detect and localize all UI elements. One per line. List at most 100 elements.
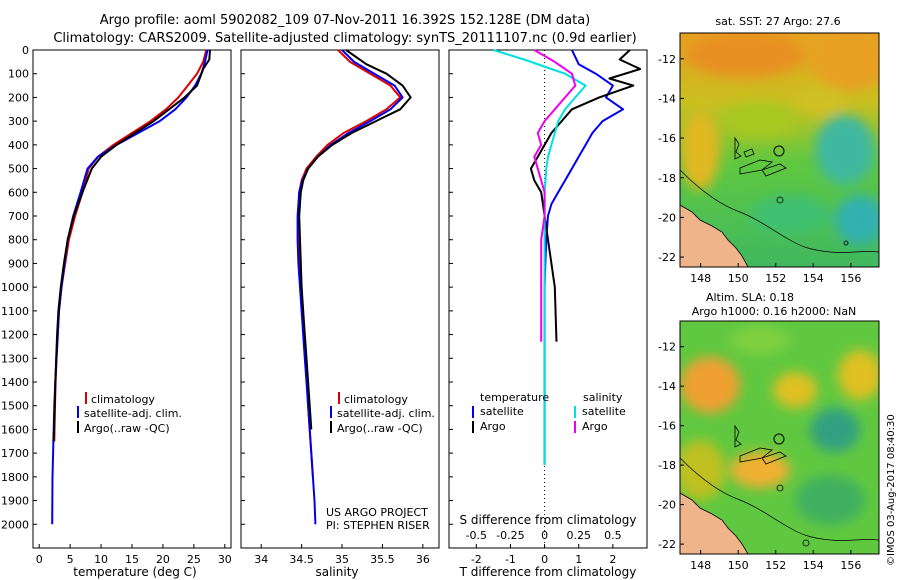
x-tick-label: 15 (125, 553, 139, 566)
map-y-tick-label: -22 (658, 538, 676, 551)
series-argo-raw-qc- (52, 49, 211, 442)
x-tick-label: 34 (254, 553, 268, 566)
legend-header-temperature: temperature (480, 391, 549, 404)
map-x-tick-label: 154 (803, 272, 824, 285)
y-tick-label: 300 (8, 115, 29, 128)
coastline (680, 492, 749, 554)
map-x-tick-label: 150 (728, 272, 749, 285)
legend-sal-argo: Argo (582, 420, 608, 433)
temperature-legend: climatology satellite-adj. clim. Argo(..… (77, 392, 182, 435)
salinity-legend: climatology satellite-adj. clim. Argo(..… (330, 392, 435, 435)
sla-map: Altim. SLA: 0.18 Argo h1000: 0.16 h2000:… (658, 291, 880, 572)
sla-map-title-1: Altim. SLA: 0.18 (706, 291, 794, 304)
map-y-tick-label: -18 (658, 172, 676, 185)
x-tick-label: 34.5 (289, 553, 314, 566)
x-tick-label: 2 (609, 553, 616, 566)
argo-location-marker (773, 145, 785, 157)
x-tick-label: 10 (94, 553, 108, 566)
legend-temp-argo: Argo (480, 420, 506, 433)
header-line-2: Climatology: CARS2009. Satellite-adjuste… (53, 31, 636, 46)
x-tick-label: -1 (505, 553, 516, 566)
y-tick-label: 1300 (1, 352, 29, 365)
map-x-tick-label: 150 (728, 559, 749, 572)
y-tick-label: 1900 (1, 495, 29, 508)
project-annotation: US ARGO PROJECT (326, 506, 428, 519)
y-tick-label: 800 (8, 234, 29, 247)
y-tick-label: 1100 (1, 305, 29, 318)
x2-tick-label: 0.25 (566, 529, 591, 542)
x-tick-label: -2 (471, 553, 482, 566)
y-tick-label: 1600 (1, 423, 29, 436)
legend-sal-satellite: satellite (582, 405, 626, 418)
sst-map: sat. SST: 27 Argo: 27.6 1 (658, 15, 880, 285)
series-satellite-adj-clim- (51, 49, 209, 525)
legend-satellite-adj: satellite-adj. clim. (84, 407, 182, 420)
x-tick-label: 0 (36, 553, 43, 566)
series-argo-raw-qc- (298, 49, 412, 430)
y-tick-label: 1500 (1, 400, 29, 413)
difference-axes (448, 49, 648, 549)
sla-map-title-2: Argo h1000: 0.16 h2000: NaN (692, 305, 857, 318)
temperature-xlabel: temperature (deg C) (73, 565, 196, 579)
x2-tick-label: -0.25 (496, 529, 524, 542)
sst-map-title: sat. SST: 27 Argo: 27.6 (715, 15, 840, 28)
y-tick-label: 1400 (1, 376, 29, 389)
y-tick-label: 0 (22, 44, 29, 57)
y-tick-label: 1700 (1, 447, 29, 460)
salinity-xlabel: salinity (315, 565, 358, 579)
legend-header-salinity: salinity (583, 391, 623, 404)
map-y-tick-label: -14 (658, 92, 676, 105)
coastline (680, 204, 749, 267)
temperature-chart: 0100200300400500600700800900100011001200… (1, 44, 232, 566)
x-tick-label: 36 (416, 553, 430, 566)
timestamp-stamp: ©IMOS 03-Aug-2017 08:40:30 (886, 414, 897, 566)
y-tick-label: 900 (8, 257, 29, 270)
depth-contour (680, 457, 879, 541)
map-y-tick-label: -16 (658, 132, 676, 145)
difference-xlabel-s: S difference from climatology (460, 513, 637, 527)
map-x-tick-label: 148 (690, 559, 711, 572)
salinity-chart: 34 34.5 35 35.5 36 (241, 49, 430, 566)
difference-xlabel-t: T difference from climatology (459, 565, 637, 579)
y-tick-label: 1200 (1, 329, 29, 342)
map-y-tick-label: -12 (658, 53, 676, 66)
x-tick-label: 30 (218, 553, 232, 566)
x-tick-label: 0 (541, 553, 548, 566)
series-salinity-argo (533, 49, 577, 342)
legend-argo: Argo(..raw -QC) (84, 422, 170, 435)
legend-climatology: climatology (91, 393, 155, 406)
x-tick-label: 1 (575, 553, 582, 566)
header-line-1: Argo profile: aoml 5902082_109 07-Nov-20… (100, 13, 591, 28)
difference-chart: -2 -1 0 1 2 -0.5 -0.25 0 0.25 0.5 (449, 49, 642, 566)
map-y-tick-label: -20 (658, 499, 676, 512)
x-tick-label: 5 (67, 553, 74, 566)
map-y-tick-label: -22 (658, 251, 676, 264)
legend-argo: Argo(..raw -QC) (337, 422, 423, 435)
y-tick-label: 600 (8, 186, 29, 199)
map-y-tick-label: -16 (658, 420, 676, 433)
y-tick-label: 200 (8, 91, 29, 104)
salinity-axes (240, 49, 440, 549)
map-x-tick-label: 154 (803, 559, 824, 572)
map-y-tick-label: -18 (658, 459, 676, 472)
map-x-tick-label: 152 (765, 559, 786, 572)
map-x-tick-label: 156 (840, 272, 861, 285)
x-tick-label: 25 (187, 553, 201, 566)
y-tick-label: 500 (8, 163, 29, 176)
y-tick-label: 700 (8, 210, 29, 223)
map-y-tick-label: -12 (658, 341, 676, 354)
difference-legend: temperature salinity satellite Argo sate… (472, 391, 626, 433)
map-x-tick-label: 152 (765, 272, 786, 285)
series-satellite-adj-clim- (296, 49, 404, 525)
pi-annotation: PI: STEPHEN RISER (326, 519, 430, 532)
map-x-tick-label: 156 (840, 559, 861, 572)
y-tick-label: 2000 (1, 518, 29, 531)
map-y-tick-label: -14 (658, 380, 676, 393)
x2-tick-label: 0 (541, 529, 548, 542)
y-tick-label: 100 (8, 68, 29, 81)
x-tick-label: 20 (156, 553, 170, 566)
depth-contour (680, 169, 879, 253)
map-y-tick-label: -20 (658, 211, 676, 224)
legend-satellite-adj: satellite-adj. clim. (337, 407, 435, 420)
y-tick-label: 1000 (1, 281, 29, 294)
